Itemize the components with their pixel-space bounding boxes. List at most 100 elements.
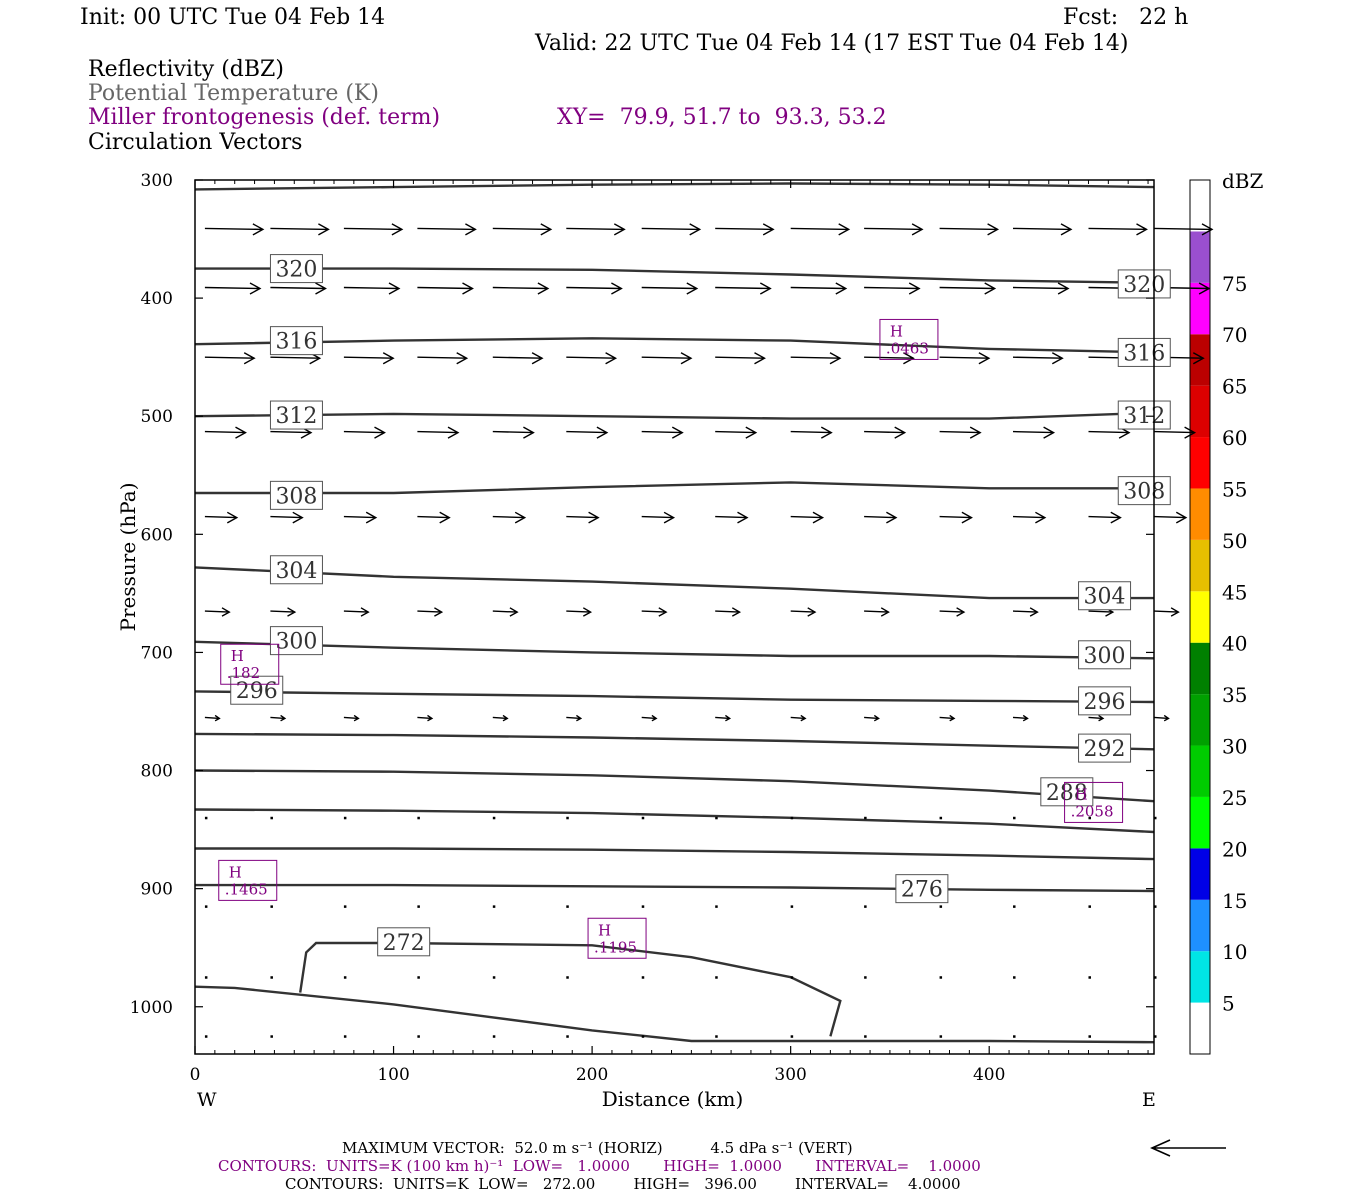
contour-label-box xyxy=(1078,733,1132,763)
vector-arrow xyxy=(715,816,718,820)
contour-label: 272 xyxy=(383,931,425,956)
vector-arrow xyxy=(343,223,404,236)
vector-arrow xyxy=(641,426,684,439)
reference-vector-arrow xyxy=(1150,1139,1226,1157)
vector-arrow xyxy=(790,511,825,524)
vector-arrow xyxy=(417,426,460,439)
vector-arrow xyxy=(492,352,544,365)
contour-label-box xyxy=(1078,640,1132,670)
vector-arrow xyxy=(1088,816,1091,820)
vector-arrow xyxy=(715,607,742,617)
colorbar-bin xyxy=(1190,539,1210,592)
vector-arrow xyxy=(641,714,658,722)
vector-arrow xyxy=(641,223,702,236)
vector-arrow xyxy=(939,1035,943,1038)
vector-arrow xyxy=(492,816,496,820)
vector-arrow xyxy=(864,816,867,820)
y-tick-label: 1000 xyxy=(130,998,173,1018)
theta-contour-line xyxy=(194,732,1155,751)
contour-label-box xyxy=(1117,400,1171,430)
contour-label-box xyxy=(269,254,323,284)
legend-theta: Potential Temperature (K) xyxy=(88,81,379,106)
contour-label-box xyxy=(269,326,323,356)
vector-arrow xyxy=(566,905,569,908)
vector-arrow xyxy=(270,816,273,820)
legend-frontogenesis: Miller frontogenesis (def. term) xyxy=(88,105,441,130)
vector-arrow xyxy=(641,1035,645,1038)
theta-contour-line xyxy=(194,808,1155,834)
vector-arrow xyxy=(566,511,600,524)
vector-arrow xyxy=(492,511,527,524)
vector-arrow xyxy=(715,282,772,295)
y-tick-label: 600 xyxy=(141,525,173,545)
vector-arrow xyxy=(1088,905,1091,908)
contour-label: 296 xyxy=(236,679,278,704)
colorbar-bin xyxy=(1190,282,1210,335)
vector-arrow xyxy=(1153,426,1197,439)
contour-label-box xyxy=(1078,581,1132,611)
vector-arrow xyxy=(204,905,208,908)
vector-arrow xyxy=(1012,223,1073,236)
vector-arrow xyxy=(417,1035,420,1038)
vector-arrow xyxy=(1012,352,1064,365)
vector-arrow xyxy=(790,905,794,908)
fronto-max-box xyxy=(220,643,280,685)
theta-contour-line xyxy=(194,182,1155,191)
vector-arrow xyxy=(270,223,330,236)
vector-arrow xyxy=(641,511,676,524)
valid-time: Valid: 22 UTC Tue 04 Feb 14 (17 EST Tue … xyxy=(535,31,1129,56)
vector-arrow xyxy=(204,426,247,439)
colorbar-bin xyxy=(1190,488,1210,540)
init-time: Init: 00 UTC Tue 04 Feb 14 xyxy=(80,5,386,30)
vector-arrow xyxy=(343,976,347,979)
fronto-max-value: .1465 xyxy=(225,880,268,898)
vector-arrow xyxy=(343,714,360,722)
contour-label-box xyxy=(377,927,431,957)
colorbar-label: 30 xyxy=(1222,735,1247,759)
vector-arrow xyxy=(939,607,966,617)
contour-label-box xyxy=(895,874,949,904)
contour-label: 300 xyxy=(1084,644,1126,669)
colorbar-bin xyxy=(1190,642,1210,695)
vector-arrow xyxy=(1154,976,1157,979)
vector-arrow xyxy=(204,223,265,236)
vector-arrow xyxy=(1012,282,1070,295)
theta-contours xyxy=(194,182,1155,1044)
vector-arrow xyxy=(715,511,749,524)
vector-arrow xyxy=(790,816,794,820)
vector-arrow xyxy=(204,1035,208,1038)
vector-arrow xyxy=(864,511,898,524)
theta-contour-line xyxy=(194,411,1155,420)
y-tick-label: 700 xyxy=(141,643,173,663)
theta-contour-line xyxy=(299,941,842,1037)
vector-arrow xyxy=(492,426,535,439)
colorbar-bin xyxy=(1190,848,1210,900)
colorbar-label: 25 xyxy=(1222,786,1247,810)
vector-arrow xyxy=(417,511,451,524)
colorbar-label: 40 xyxy=(1222,632,1247,656)
vector-arrow xyxy=(715,352,766,365)
vector-arrow xyxy=(790,976,794,979)
vector-arrow xyxy=(204,714,221,722)
footer-contours-theta: CONTOURS: UNITS=K LOW= 272.00 HIGH= 396.… xyxy=(285,1175,961,1193)
vector-arrow xyxy=(641,282,699,295)
vector-arrow xyxy=(715,714,732,722)
theta-contour-line xyxy=(194,566,1154,600)
colorbar-bin xyxy=(1190,694,1210,746)
vector-arrow xyxy=(790,607,817,617)
colorbar-bin xyxy=(1190,951,1210,1003)
vector-arrow xyxy=(270,282,327,295)
vector-arrow xyxy=(1088,976,1091,979)
contour-label: 288 xyxy=(1046,781,1088,806)
vector-arrow xyxy=(939,511,973,524)
contour-label: 316 xyxy=(1123,341,1165,366)
colorbar-label: 15 xyxy=(1222,889,1247,913)
colorbar-label: 5 xyxy=(1222,992,1235,1016)
vector-arrow xyxy=(1154,816,1157,820)
vector-arrow xyxy=(417,223,477,236)
vector-arrow xyxy=(343,607,370,617)
vector-arrow xyxy=(1012,714,1029,722)
vector-arrow xyxy=(204,976,208,979)
contour-label: 312 xyxy=(1123,404,1165,429)
